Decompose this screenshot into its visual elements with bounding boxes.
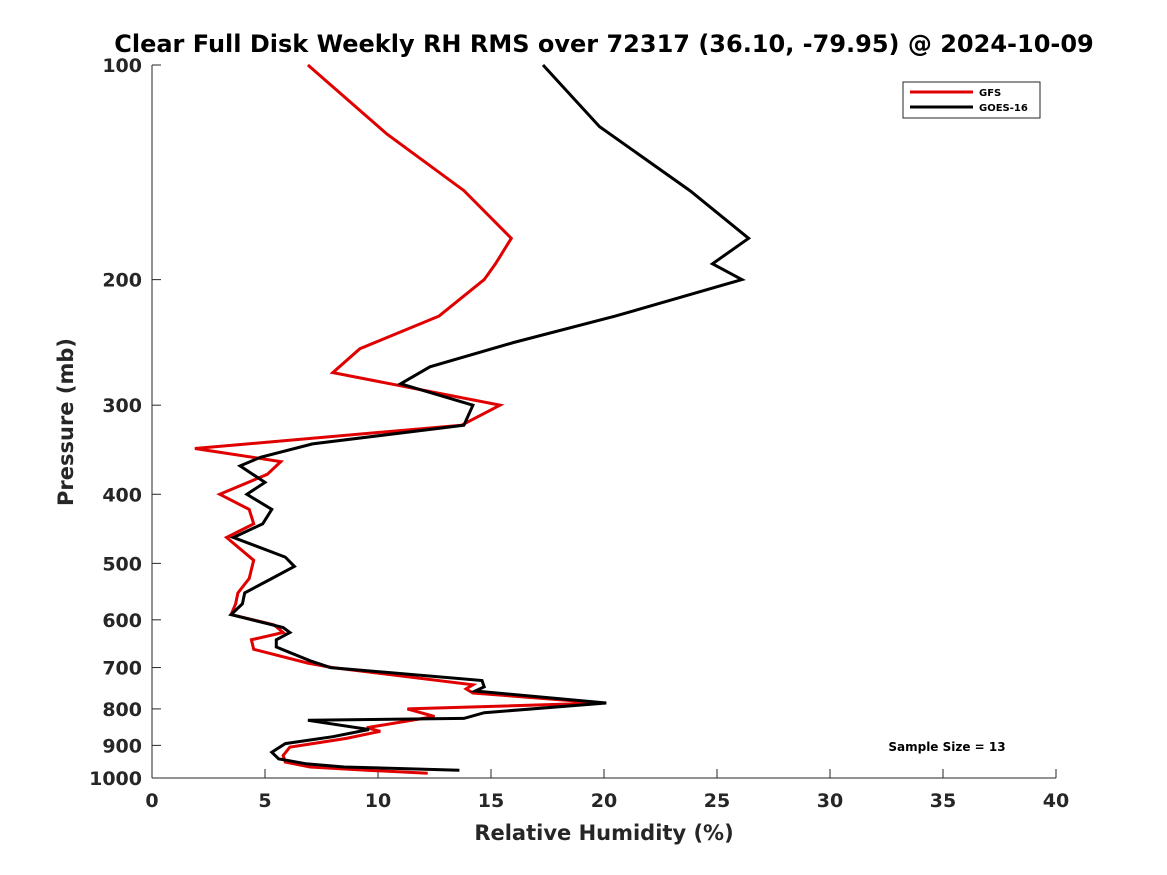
y-axis-label: Pressure (mb): [54, 338, 78, 506]
sample-size-annotation: Sample Size = 13: [888, 740, 1005, 754]
y-tick-label: 400: [102, 484, 142, 506]
x-tick-label: 15: [478, 790, 504, 812]
x-tick-label: 35: [930, 790, 956, 812]
y-tick-label: 600: [102, 610, 142, 632]
x-axis-label: Relative Humidity (%): [474, 821, 733, 845]
series-layer: [194, 63, 752, 775]
x-tick-label: 20: [591, 790, 617, 812]
axes: 0 5 10 15 20 25 30 35 40 100 200 300 400 500 600 700 800…: [89, 55, 1069, 812]
x-tick-label: 0: [145, 790, 158, 812]
x-tick-label: 5: [258, 790, 271, 812]
series-line-gfs: [194, 63, 602, 775]
legend-label: GOES-16: [979, 103, 1028, 114]
x-tick-label: 40: [1043, 790, 1069, 812]
y-tick-label: 300: [102, 395, 142, 417]
legend-label: GFS: [979, 88, 1001, 99]
legend: GFS GOES-16: [902, 81, 1041, 119]
y-tick-label: 900: [102, 735, 142, 757]
chart-title: Clear Full Disk Weekly RH RMS over 72317…: [114, 30, 1094, 58]
y-tick-label: 700: [102, 658, 142, 680]
legend-box: [902, 81, 1041, 119]
series-line-goes-16: [228, 63, 752, 772]
y-tick-label: 100: [102, 55, 142, 77]
y-tick-label: 1000: [89, 768, 142, 790]
x-tick-label: 10: [365, 790, 391, 812]
x-tick-label: 30: [817, 790, 843, 812]
x-tick-label: 25: [704, 790, 730, 812]
y-tick-label: 800: [102, 699, 142, 721]
y-tick-label: 500: [102, 553, 142, 575]
y-tick-label: 200: [102, 270, 142, 292]
